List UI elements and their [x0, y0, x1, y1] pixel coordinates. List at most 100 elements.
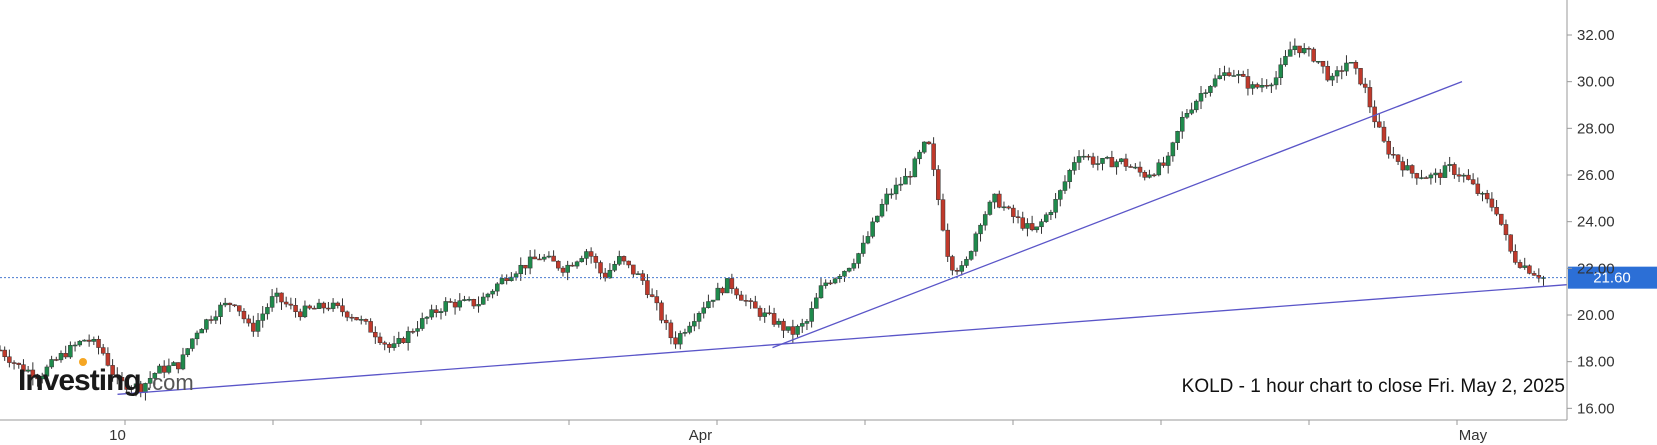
candle	[30, 362, 36, 386]
candle	[1020, 211, 1025, 231]
candle	[462, 295, 467, 302]
candle	[340, 298, 345, 317]
candle	[1147, 169, 1152, 179]
candle	[1208, 85, 1213, 97]
candle	[570, 262, 575, 267]
candle	[1029, 215, 1035, 232]
candle	[1119, 158, 1124, 165]
candle	[288, 297, 294, 310]
candle	[1395, 154, 1401, 165]
candle	[1391, 146, 1396, 159]
candle	[72, 341, 78, 352]
candle	[246, 314, 251, 327]
candle	[936, 165, 941, 206]
candle	[734, 286, 739, 299]
candle	[1226, 67, 1232, 77]
candle	[152, 372, 158, 385]
candle	[1386, 136, 1391, 159]
candle	[635, 271, 641, 275]
candle	[171, 361, 176, 366]
candle	[105, 347, 111, 367]
x-axis: 10 Apr May	[0, 419, 1567, 444]
candle	[673, 331, 678, 349]
candle	[799, 318, 805, 333]
candle	[35, 373, 40, 387]
candle	[1513, 244, 1518, 265]
candle	[823, 279, 828, 289]
candle	[856, 252, 861, 269]
candle	[898, 176, 904, 191]
candle	[724, 278, 730, 294]
candle	[1184, 109, 1190, 120]
candle	[1048, 209, 1054, 221]
candle	[556, 260, 561, 271]
candle	[1470, 173, 1476, 186]
last-price-badge	[1568, 266, 1657, 289]
investing-logo: Investing .com	[18, 358, 194, 397]
candle	[1301, 43, 1307, 55]
candle	[1292, 38, 1298, 56]
candle	[419, 312, 425, 331]
candle	[391, 335, 397, 351]
candle	[1428, 172, 1434, 185]
x-tick-label: 10	[109, 427, 126, 444]
candle	[729, 273, 735, 294]
candle	[1086, 154, 1091, 161]
candle	[260, 305, 265, 328]
candle	[518, 257, 524, 281]
candle	[429, 304, 434, 320]
candle	[1339, 65, 1345, 80]
candle	[870, 217, 875, 239]
candle	[251, 315, 256, 337]
candle	[1447, 156, 1452, 172]
candle	[757, 305, 763, 321]
candle	[1377, 113, 1382, 128]
candle	[1480, 191, 1485, 202]
candle	[1039, 218, 1044, 234]
candle	[1217, 67, 1223, 80]
candle	[363, 318, 369, 325]
candle	[1222, 65, 1227, 81]
candle	[1067, 168, 1072, 189]
candle	[194, 330, 200, 346]
candle	[879, 198, 885, 218]
candle	[818, 277, 824, 299]
candle	[16, 362, 22, 369]
candle	[91, 336, 97, 346]
candle	[1461, 173, 1466, 183]
candle	[133, 381, 139, 397]
candle	[1503, 219, 1509, 241]
candle	[1137, 161, 1143, 177]
candle	[452, 299, 458, 315]
candle	[1423, 175, 1429, 179]
candle	[1001, 201, 1007, 211]
candle	[7, 349, 12, 368]
candle	[917, 149, 922, 165]
candle	[443, 297, 448, 316]
candle	[2, 346, 7, 361]
candle	[1212, 74, 1218, 88]
candle	[161, 360, 167, 379]
candle	[617, 250, 622, 266]
last-price-label: 21.60	[1593, 270, 1631, 287]
logo-suffix: .com	[146, 370, 194, 395]
logo-accent-dot	[79, 358, 87, 366]
candle	[954, 267, 960, 275]
candle	[978, 223, 983, 242]
candle	[1433, 168, 1438, 183]
candle	[438, 308, 444, 320]
candle	[804, 318, 810, 331]
candle	[480, 292, 486, 305]
candle	[68, 341, 73, 359]
candle	[527, 250, 533, 275]
candle	[893, 177, 899, 200]
logo-brand: Investing	[18, 364, 141, 397]
candle	[1489, 192, 1495, 212]
candle	[1362, 77, 1368, 94]
candle	[180, 347, 186, 371]
candle	[0, 345, 3, 352]
candle	[1034, 226, 1040, 233]
candle	[889, 188, 894, 199]
candle	[1255, 82, 1260, 90]
